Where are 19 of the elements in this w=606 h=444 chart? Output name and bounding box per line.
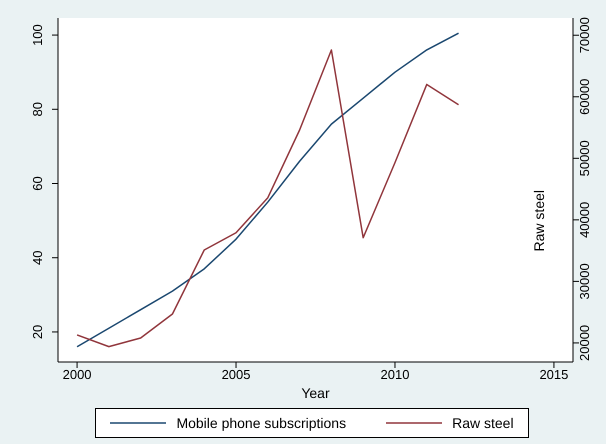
y2-tick-label: 50000: [577, 140, 592, 176]
x-tick-label: 2010: [380, 367, 410, 382]
x-tick-label: 2000: [62, 367, 92, 382]
y2-axis-title: Raw steel: [530, 190, 547, 252]
y-tick-label: 60: [30, 176, 45, 191]
x-tick-label: 2015: [539, 367, 568, 382]
y-tick-label: 80: [30, 102, 45, 117]
y2-tick-label: 20000: [577, 324, 592, 361]
y2-tick-label: 70000: [577, 17, 592, 54]
x-tick-label: 2005: [222, 367, 250, 382]
y2-tick-label: 30000: [577, 263, 592, 300]
legend-label: Mobile phone subscriptions: [175, 415, 346, 431]
y2-tick-label: 40000: [577, 202, 592, 238]
y-tick-label: 20: [30, 324, 45, 340]
y2-tick-label: 60000: [577, 78, 592, 115]
y-tick-label: 100: [30, 24, 45, 46]
legend-label: Raw steel: [451, 415, 514, 431]
x-axis-title: Year: [301, 385, 330, 401]
y-tick-label: 40: [30, 250, 45, 265]
